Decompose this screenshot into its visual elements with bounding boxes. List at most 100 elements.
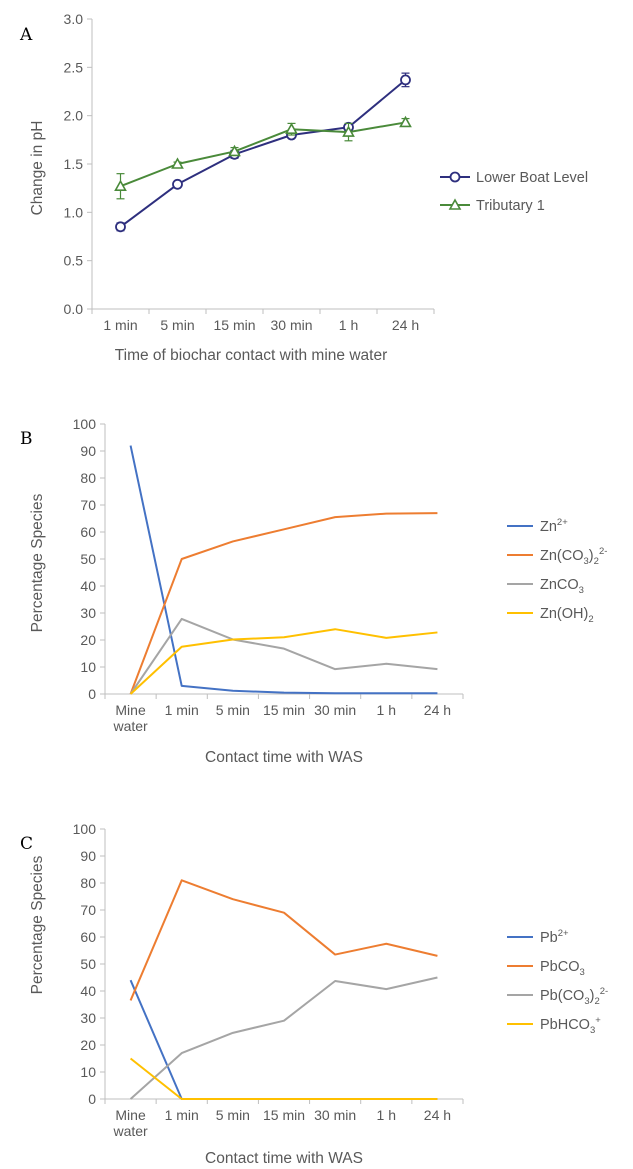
panel-c-legend: Pb2+ PbCO3 Pb(CO3)22- PbHCO3+ (507, 928, 608, 1036)
panel-a-y-tick-label: 2.5 (64, 59, 84, 75)
legend-lower-boat-level-marker (449, 171, 461, 183)
panel-b-series-2-line (129, 617, 438, 695)
panel-b-x-tick-label: 30 min (314, 702, 356, 718)
panel-b-y-tick-label: 50 (80, 551, 96, 567)
panel-c-series-1-line (129, 879, 438, 1001)
legend-pb-co3-2: Pb(CO3)22- (540, 986, 608, 1007)
panel-a-series-0-point (172, 178, 183, 190)
legend-lower-boat-level: Lower Boat Level (476, 170, 588, 186)
panel-c-y-tick-label: 80 (80, 875, 96, 891)
panel-c-y-tick-label: 90 (80, 848, 96, 864)
legend-zn2plus: Zn2+ (540, 517, 568, 535)
panel-c-y-tick-label: 100 (73, 821, 97, 837)
panel-b-y-axis-title: Percentage Species (29, 493, 46, 632)
panel-b-x-tick-label: 1 min (165, 702, 199, 718)
panel-a-x-tick-label: 1 h (339, 317, 358, 333)
panel-a-y-tick-label: 2.0 (64, 108, 84, 124)
panel-c-series-0-line (129, 979, 438, 1100)
legend-pb2plus: Pb2+ (540, 928, 569, 946)
panel-b-series-3-line (129, 628, 438, 695)
panel-a-x-tick-label: 15 min (213, 317, 255, 333)
panel-b-legend: Zn2+ Zn(CO3)22- ZnCO3 Zn(OH)2 (507, 517, 607, 625)
legend-tributary-1: Tributary 1 (476, 198, 545, 214)
panel-b-x-tick-label: 5 min (216, 702, 250, 718)
panel-c-x-tick-label: 15 min (263, 1107, 305, 1123)
panel-a-y-tick-label: 3.0 (64, 11, 84, 27)
panel-c-y-tick-label: 0 (88, 1091, 96, 1107)
panel-b-y-tick-label: 40 (80, 578, 96, 594)
panel-a-x-axis-title: Time of biochar contact with mine water (115, 347, 388, 364)
panel-a-series-1-point (114, 179, 127, 192)
panel-c-x-tick-label: 1 h (377, 1107, 396, 1123)
panel-b-x-tick-label: water (112, 718, 148, 734)
panel-a-x-tick-label: 30 min (270, 317, 312, 333)
panel-a-series-1-line (120, 121, 406, 188)
panel-a-y-tick-label: 1.5 (64, 156, 84, 172)
panel-a-y-axis-title: Change in pH (29, 121, 46, 216)
panel-c-x-tick-label: 24 h (424, 1107, 451, 1123)
legend-zn-co3-2: Zn(CO3)22- (540, 546, 607, 567)
panel-c-x-tick-label: 1 min (165, 1107, 199, 1123)
panel-a-x-tick-label: 1 min (103, 317, 137, 333)
legend-znco3: ZnCO3 (540, 577, 584, 596)
panel-b: B Percentage Species Contact time with W… (20, 416, 607, 766)
panel-b-y-tick-label: 100 (73, 416, 97, 432)
panel-b-y-tick-label: 0 (88, 686, 96, 702)
panel-a-series-1-point (285, 122, 298, 134)
panel-c-y-tick-label: 20 (80, 1037, 96, 1053)
panel-c-series-3-line (129, 1057, 438, 1100)
panel-c-y-tick-label: 30 (80, 1010, 96, 1026)
panel-a-series-1-point (342, 125, 355, 137)
panel-a: A Change in pH Time of biochar contact w… (19, 11, 588, 364)
panel-a-series-1-point (171, 157, 184, 169)
panel-a-plot: 0.0 0.5 1.0 1.5 2.0 2.5 3.0 1 min 5 min 15 min 30 … (64, 11, 435, 333)
panel-b-x-tick-label: 24 h (424, 702, 451, 718)
panel-c-y-tick-label: 50 (80, 956, 96, 972)
panel-a-y-tick-label: 0.0 (64, 301, 84, 317)
panel-a-series-0-point (115, 221, 126, 233)
panel-b-y-tick-label: 80 (80, 470, 96, 486)
panel-b-series-1-line (129, 512, 438, 695)
panel-a-series-0-point (400, 74, 411, 86)
panel-a-legend: Lower Boat Level Tributary 1 (440, 170, 588, 214)
panel-c-y-tick-label: 60 (80, 929, 96, 945)
panel-c-y-tick-label: 70 (80, 902, 96, 918)
panel-b-y-tick-label: 20 (80, 632, 96, 648)
legend-pbhco3plus: PbHCO3+ (540, 1015, 601, 1036)
panel-b-x-tick-label: Mine (115, 702, 146, 718)
panel-c-x-tick-label: 30 min (314, 1107, 356, 1123)
panel-a-letter: A (19, 25, 33, 45)
panel-c: C Percentage Species Contact time with W… (20, 821, 608, 1167)
panel-b-x-axis-title: Contact time with WAS (205, 749, 363, 766)
panel-b-y-tick-label: 10 (80, 659, 96, 675)
panel-c-y-tick-label: 40 (80, 983, 96, 999)
panel-c-series-2-line (129, 976, 438, 1100)
panel-a-series-1-point (399, 115, 412, 128)
panel-c-x-axis-title: Contact time with WAS (205, 1150, 363, 1167)
panel-a-series-0-line (119, 79, 407, 228)
panel-b-y-tick-label: 60 (80, 524, 96, 540)
panel-a-x-tick-label: 5 min (160, 317, 194, 333)
panel-a-series-1-point (228, 144, 241, 157)
panel-c-x-tick-label: water (112, 1123, 148, 1139)
panel-b-y-tick-label: 30 (80, 605, 96, 621)
panel-c-letter: C (20, 834, 33, 854)
panel-b-series-0-line (129, 445, 438, 695)
panel-b-y-tick-label: 70 (80, 497, 96, 513)
panel-b-y-tick-label: 90 (80, 443, 96, 459)
panel-b-x-tick-label: 15 min (263, 702, 305, 718)
legend-tributary-1-marker (448, 198, 462, 210)
panel-a-x-tick-label: 24 h (392, 317, 419, 333)
legend-pbco3: PbCO3 (540, 959, 585, 978)
panel-b-letter: B (20, 429, 33, 449)
panel-c-y-tick-label: 10 (80, 1064, 96, 1080)
panel-a-y-tick-label: 1.0 (64, 204, 84, 220)
panel-b-x-tick-label: 1 h (377, 702, 396, 718)
panel-c-y-axis-title: Percentage Species (29, 855, 46, 994)
panel-a-y-tick-label: 0.5 (64, 253, 84, 269)
legend-zn-oh-2: Zn(OH)2 (540, 606, 594, 625)
panel-c-x-tick-label: Mine (115, 1107, 146, 1123)
